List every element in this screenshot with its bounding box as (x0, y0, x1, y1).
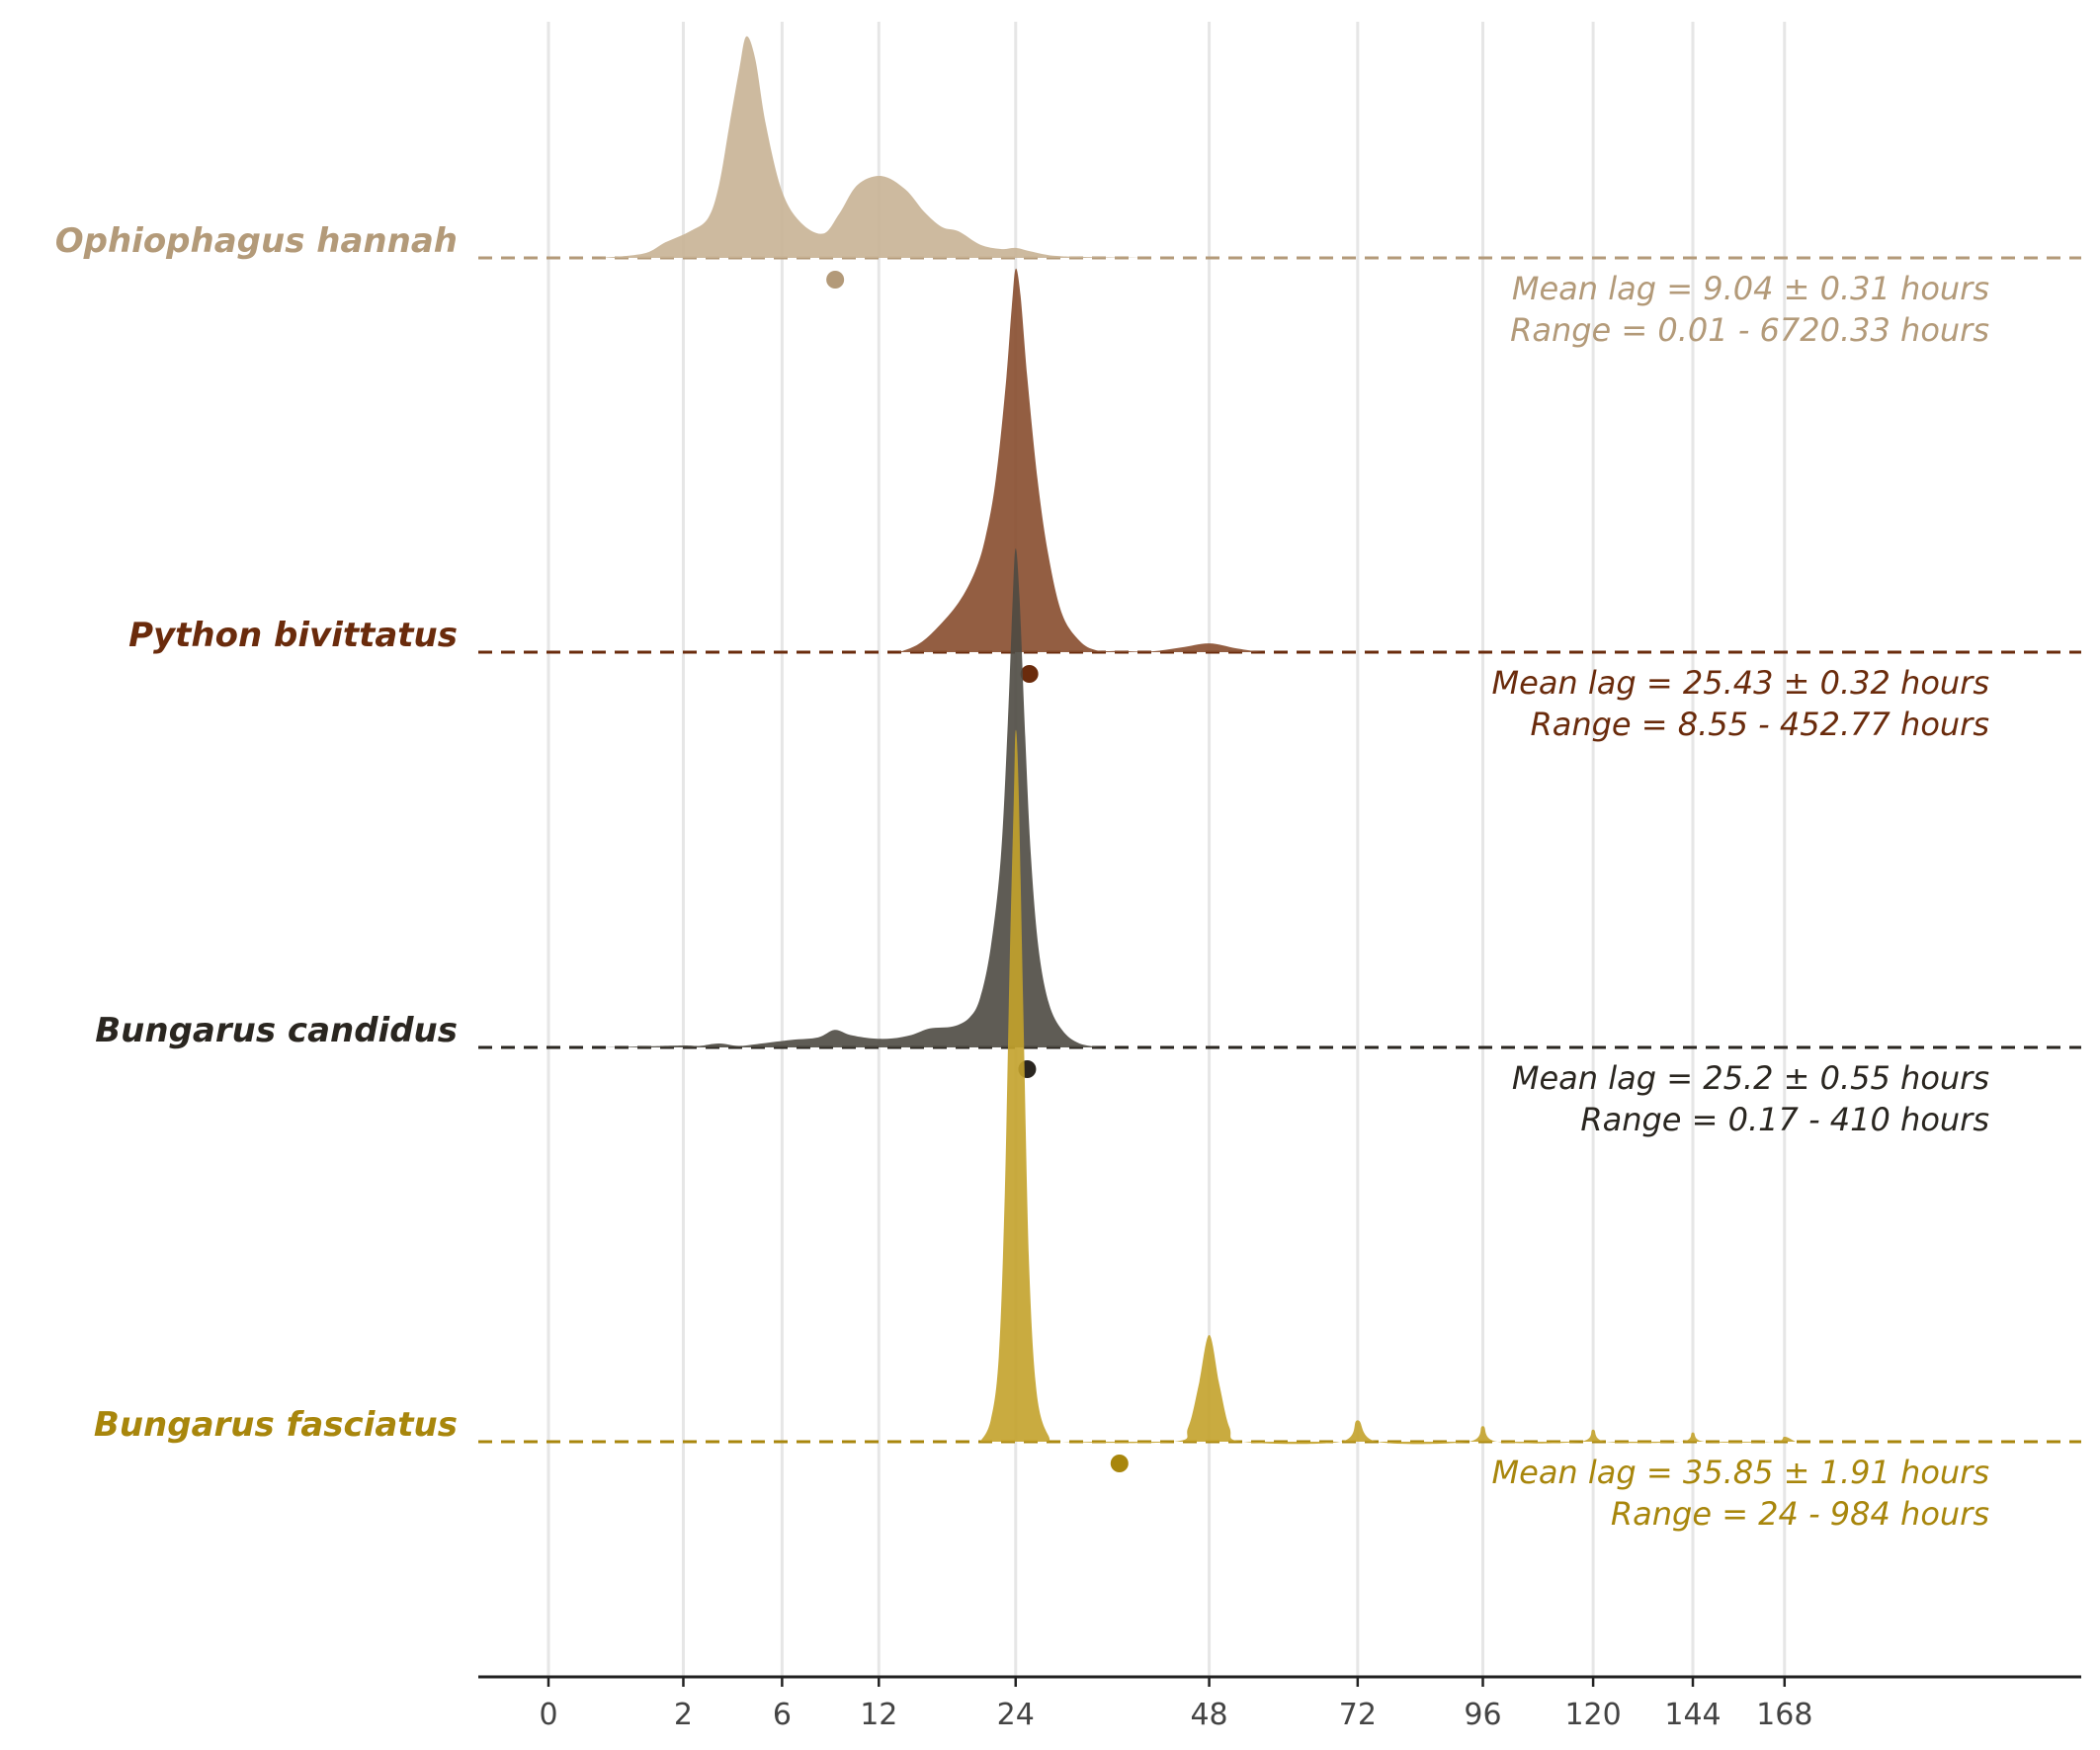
range-annotation-python-bivittatus: Range = 8.55 - 452.77 hours (1530, 706, 1989, 743)
series-label-ophiophagus-hannah: Ophiophagus hannah (55, 221, 458, 261)
mean-annotation-bungarus-candidus: Mean lag = 25.2 ± 0.55 hours (1512, 1059, 1989, 1097)
x-tick-label: 6 (773, 1698, 792, 1732)
range-annotation-bungarus-candidus: Range = 0.17 - 410 hours (1580, 1101, 1989, 1138)
range-annotation-bungarus-fasciatus: Range = 24 - 984 hours (1611, 1495, 1989, 1533)
x-tick-label: 48 (1190, 1698, 1227, 1732)
density-ridge-python-bivittatus (898, 268, 1263, 652)
x-tick-label: 72 (1339, 1698, 1377, 1732)
density-ridge-ophiophagus-hannah (600, 36, 1152, 258)
mean-point-ophiophagus-hannah (826, 271, 845, 289)
range-annotation-ophiophagus-hannah: Range = 0.01 - 6720.33 hours (1510, 311, 1989, 349)
density-ridges (478, 36, 2081, 1472)
series-label-python-bivittatus: Python bivittatus (128, 616, 458, 655)
x-tick-label: 2 (674, 1698, 693, 1732)
species-labels: Ophiophagus hannah Mean lag = 9.04 ± 0.31… (55, 221, 1989, 1533)
mean-annotation-ophiophagus-hannah: Mean lag = 9.04 ± 0.31 hours (1512, 270, 1989, 307)
series-label-bungarus-candidus: Bungarus candidus (95, 1011, 458, 1050)
x-axis: 0 2 6 12 24 48 72 96 120 144 168 (478, 1675, 2081, 1732)
x-tick-label: 12 (860, 1698, 897, 1732)
x-tick-label: 168 (1756, 1698, 1812, 1732)
mean-annotation-bungarus-fasciatus: Mean lag = 35.85 ± 1.91 hours (1492, 1454, 1989, 1491)
x-tick-label: 96 (1464, 1698, 1501, 1732)
mean-point-python-bivittatus (1020, 665, 1039, 683)
series-label-bungarus-fasciatus: Bungarus fasciatus (94, 1405, 458, 1445)
mean-point-bungarus-fasciatus (1110, 1455, 1129, 1472)
x-tick-label: 0 (539, 1698, 557, 1732)
x-tick-label: 144 (1664, 1698, 1721, 1732)
x-tick-label: 120 (1564, 1698, 1621, 1732)
mean-annotation-python-bivittatus: Mean lag = 25.43 ± 0.32 hours (1492, 664, 1989, 702)
x-tick-label: 24 (997, 1698, 1035, 1732)
